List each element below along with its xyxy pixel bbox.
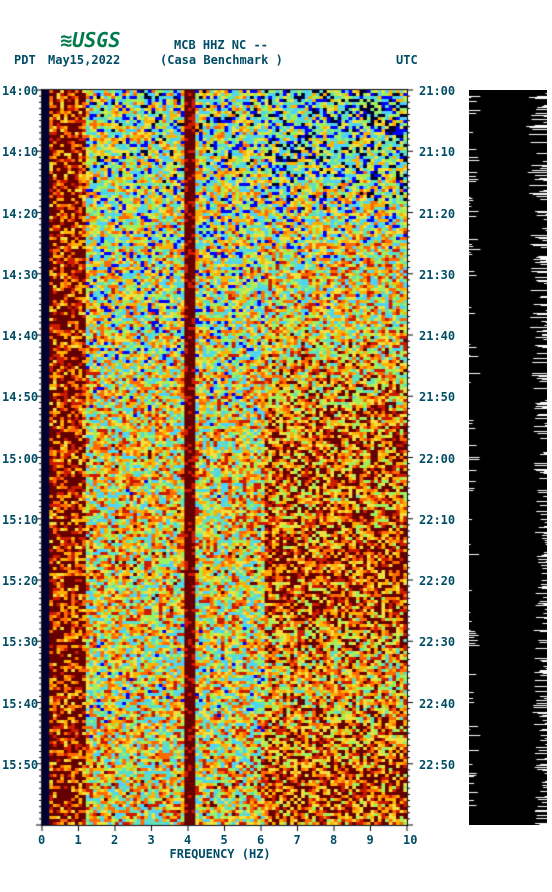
y-left-tick-label: 14:20 bbox=[2, 207, 38, 221]
y-left-tick-label: 15:50 bbox=[2, 758, 38, 772]
x-tick-label: 7 bbox=[294, 833, 301, 847]
y-right-tick-label: 21:10 bbox=[419, 145, 455, 159]
x-tick-label: 2 bbox=[111, 833, 118, 847]
y-right-tick-label: 22:00 bbox=[419, 452, 455, 466]
x-tick-label: 6 bbox=[257, 833, 264, 847]
y-right-tick-label: 21:20 bbox=[419, 207, 455, 221]
y-right-tick-label: 21:40 bbox=[419, 329, 455, 343]
y-right-tick-label: 21:00 bbox=[419, 84, 455, 98]
x-tick-label: 3 bbox=[148, 833, 155, 847]
y-left-tick-label: 15:20 bbox=[2, 574, 38, 588]
y-left-tick-label: 14:40 bbox=[2, 329, 38, 343]
y-right-tick-label: 21:30 bbox=[419, 268, 455, 282]
x-tick-label: 10 bbox=[403, 833, 417, 847]
x-axis-label: FREQUENCY (HZ) bbox=[170, 847, 271, 861]
x-tick-label: 1 bbox=[75, 833, 82, 847]
x-tick-label: 8 bbox=[330, 833, 337, 847]
y-right-tick-label: 22:10 bbox=[419, 513, 455, 527]
amplitude-side-panel bbox=[469, 90, 547, 825]
y-right-tick-label: 22:40 bbox=[419, 697, 455, 711]
x-tick-label: 5 bbox=[221, 833, 228, 847]
y-right-tick-label: 22:20 bbox=[419, 574, 455, 588]
y-left-tick-label: 15:00 bbox=[2, 452, 38, 466]
y-right-tick-label: 22:30 bbox=[419, 635, 455, 649]
y-left-tick-label: 15:10 bbox=[2, 513, 38, 527]
y-right-tick-label: 21:50 bbox=[419, 390, 455, 404]
y-left-tick-label: 15:40 bbox=[2, 697, 38, 711]
y-left-tick-label: 14:00 bbox=[2, 84, 38, 98]
y-left-tick-label: 14:10 bbox=[2, 145, 38, 159]
y-left-tick-label: 15:30 bbox=[2, 635, 38, 649]
x-tick-label: 0 bbox=[38, 833, 45, 847]
x-tick-label: 9 bbox=[367, 833, 374, 847]
y-left-tick-label: 14:50 bbox=[2, 390, 38, 404]
x-tick-label: 4 bbox=[184, 833, 191, 847]
y-left-tick-label: 14:30 bbox=[2, 268, 38, 282]
y-right-tick-label: 22:50 bbox=[419, 758, 455, 772]
